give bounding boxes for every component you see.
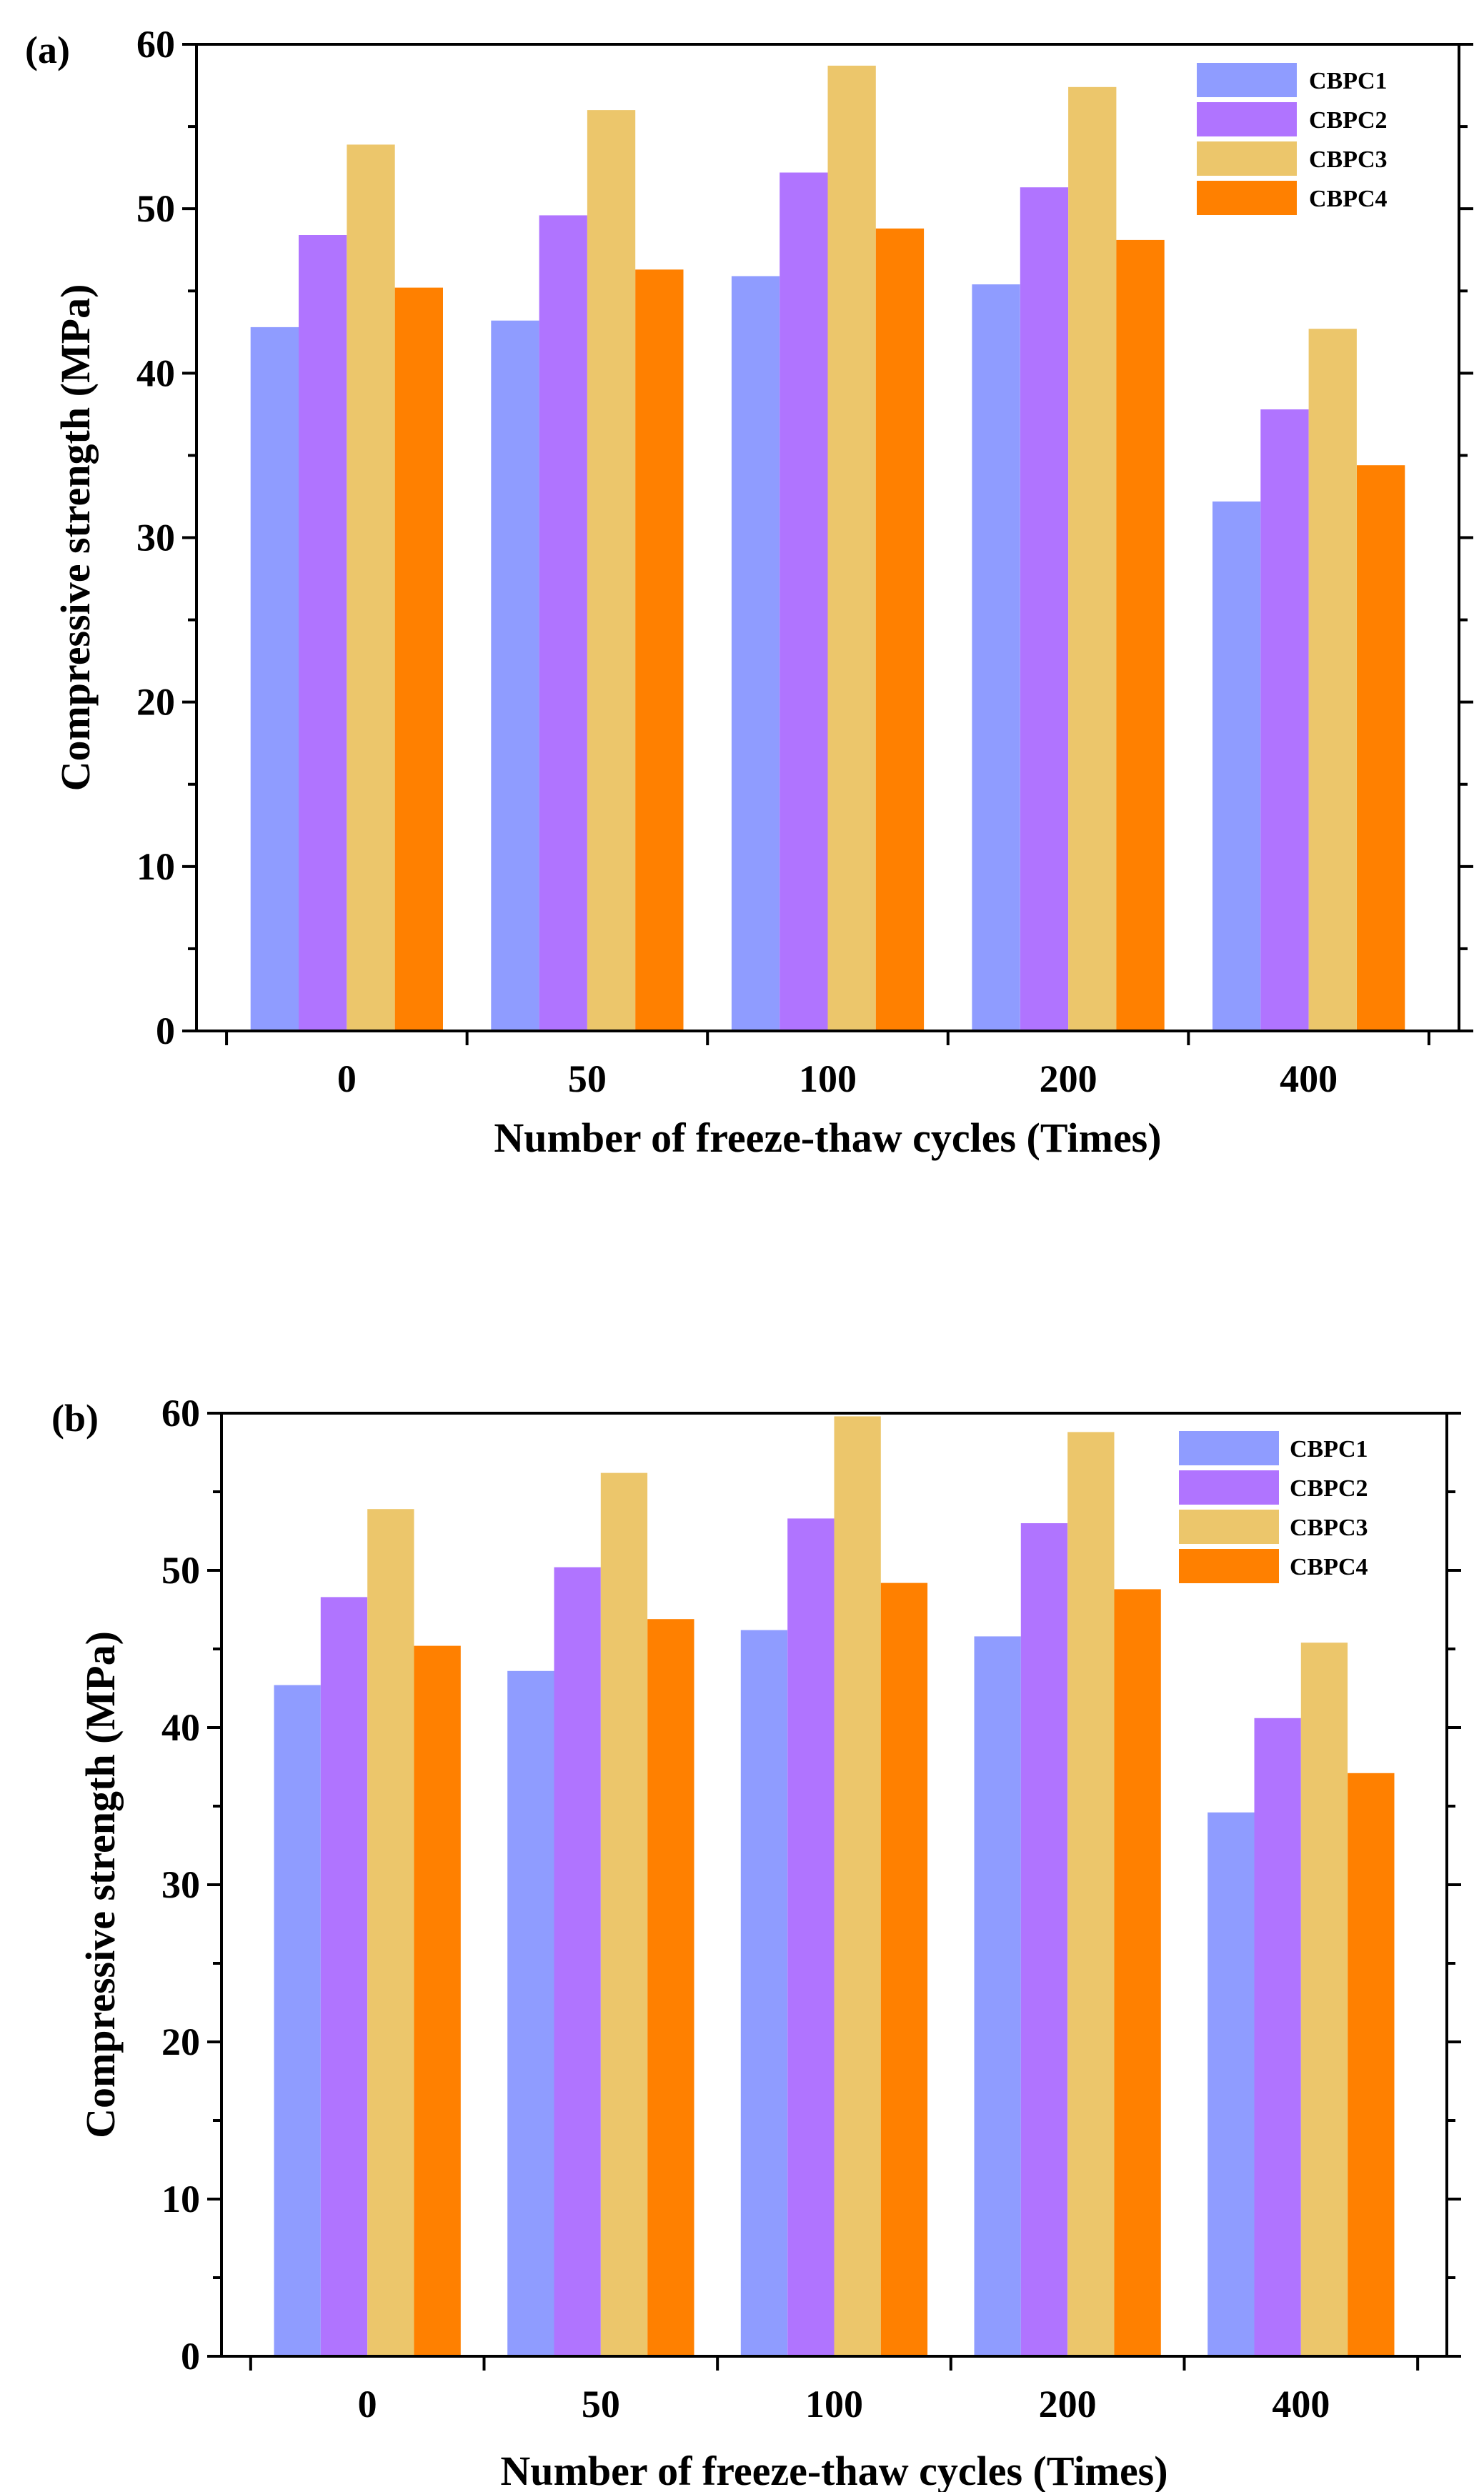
bar-cbpc4-50 (635, 269, 684, 1031)
y-tick-label: 20 (136, 681, 175, 724)
y-axis-title: Compressive strength (MPa) (52, 284, 99, 792)
y-tick-label: 10 (136, 845, 175, 888)
legend-swatch-cbpc4 (1197, 181, 1297, 215)
bar-cbpc4-0 (414, 1645, 461, 2356)
legend-swatch-cbpc4 (1179, 1549, 1279, 1583)
legend-label-cbpc2: CBPC2 (1290, 1475, 1368, 1502)
bar-cbpc2-400 (1260, 409, 1309, 1031)
x-tick-label: 400 (1272, 2383, 1330, 2426)
x-tick-label: 0 (337, 1057, 357, 1100)
panel-label: (a) (25, 29, 70, 71)
bar-cbpc4-0 (394, 287, 443, 1032)
legend-swatch-cbpc3 (1197, 141, 1297, 176)
y-tick-label: 60 (161, 1392, 200, 1435)
bar-cbpc4-100 (875, 228, 925, 1031)
x-axis-title: Number of freeze-thaw cycles (Times) (494, 1115, 1161, 1161)
x-tick-label: 50 (568, 1057, 607, 1100)
bar-cbpc3-50 (600, 1472, 648, 2356)
bar-cbpc3-100 (834, 1416, 881, 2356)
bar-cbpc2-200 (1020, 187, 1069, 1032)
bar-cbpc2-100 (780, 172, 828, 1031)
x-tick-label: 100 (799, 1057, 857, 1100)
bar-cbpc2-50 (539, 215, 587, 1031)
bar-cbpc2-0 (320, 1597, 368, 2356)
x-tick-label: 50 (582, 2383, 620, 2426)
bar-cbpc4-100 (880, 1583, 928, 2356)
x-tick-label: 200 (1039, 2383, 1097, 2426)
bar-cbpc1-50 (491, 320, 539, 1031)
y-tick-label: 60 (136, 23, 175, 66)
bar-cbpc3-0 (367, 1509, 414, 2356)
bar-cbpc1-50 (507, 1670, 554, 2356)
y-tick-label: 10 (161, 2178, 200, 2221)
bar-cbpc4-50 (647, 1619, 694, 2356)
bar-cbpc1-0 (250, 327, 299, 1031)
legend-swatch-cbpc2 (1197, 102, 1297, 136)
y-axis-title: Compressive strength (MPa) (77, 1631, 124, 2138)
bar-cbpc1-0 (274, 1685, 321, 2356)
legend-label-cbpc3: CBPC3 (1290, 1515, 1368, 1541)
bar-cbpc3-200 (1067, 1432, 1115, 2356)
x-tick-label: 0 (358, 2383, 377, 2426)
bar-cbpc4-400 (1357, 465, 1405, 1031)
y-tick-label: 40 (161, 1706, 200, 1749)
bar-cbpc2-100 (787, 1518, 835, 2356)
bar-cbpc1-400 (1207, 1812, 1255, 2356)
bar-cbpc3-0 (347, 144, 395, 1031)
bar-cbpc1-200 (972, 284, 1020, 1031)
y-tick-label: 0 (156, 1010, 175, 1052)
legend-label-cbpc2: CBPC2 (1309, 107, 1388, 134)
bar-cbpc3-400 (1308, 329, 1357, 1031)
bar-cbpc1-400 (1212, 501, 1261, 1031)
bar-cbpc1-100 (740, 1630, 788, 2356)
legend-label-cbpc1: CBPC1 (1290, 1436, 1368, 1462)
y-tick-label: 30 (161, 1863, 200, 1906)
bar-cbpc2-200 (1020, 1523, 1068, 2356)
legend-label-cbpc3: CBPC3 (1309, 146, 1388, 173)
panel-label: (b) (51, 1397, 99, 1440)
x-tick-label: 200 (1040, 1057, 1097, 1100)
legend-label-cbpc1: CBPC1 (1309, 68, 1388, 94)
legend-swatch-cbpc1 (1197, 63, 1297, 97)
bar-cbpc3-100 (827, 65, 876, 1031)
legend: CBPC1 CBPC2 CBPC3 CBPC4 (1197, 63, 1388, 215)
legend-label-cbpc4: CBPC4 (1309, 186, 1388, 212)
y-tick-label: 50 (161, 1549, 200, 1592)
bar-cbpc1-200 (974, 1636, 1021, 2356)
legend-swatch-cbpc1 (1179, 1431, 1279, 1465)
chart-panel-1: 0 10 20 30 40 50 60 0 50 100 200 400 Number of freez… (51, 1392, 1461, 2492)
legend-swatch-cbpc2 (1179, 1470, 1279, 1505)
x-axis-title: Number of freeze-thaw cycles (Times) (500, 2448, 1167, 2492)
x-tick-label: 100 (805, 2383, 863, 2426)
bar-cbpc2-50 (554, 1567, 601, 2356)
bar-cbpc4-200 (1116, 239, 1165, 1031)
bar-cbpc3-400 (1300, 1643, 1348, 2356)
legend-label-cbpc4: CBPC4 (1290, 1554, 1368, 1580)
y-tick-label: 30 (136, 517, 175, 559)
bar-cbpc3-200 (1068, 86, 1117, 1031)
legend-swatch-cbpc3 (1179, 1510, 1279, 1544)
y-tick-label: 50 (136, 187, 175, 230)
x-tick-label: 400 (1280, 1057, 1338, 1100)
y-tick-label: 0 (181, 2335, 200, 2378)
bar-cbpc3-50 (587, 110, 636, 1032)
bar-cbpc1-100 (731, 276, 780, 1031)
y-tick-label: 20 (161, 2020, 200, 2063)
bar-cbpc4-400 (1348, 1773, 1395, 2356)
bar-cbpc2-0 (299, 235, 347, 1031)
y-tick-label: 40 (136, 352, 175, 394)
bar-cbpc2-400 (1254, 1718, 1301, 2356)
legend: CBPC1 CBPC2 CBPC3 CBPC4 (1179, 1431, 1368, 1583)
chart-panel-0: 0 10 20 30 40 50 60 0 50 100 200 400 Number of freez… (25, 23, 1473, 1161)
bar-cbpc4-200 (1114, 1589, 1161, 2356)
